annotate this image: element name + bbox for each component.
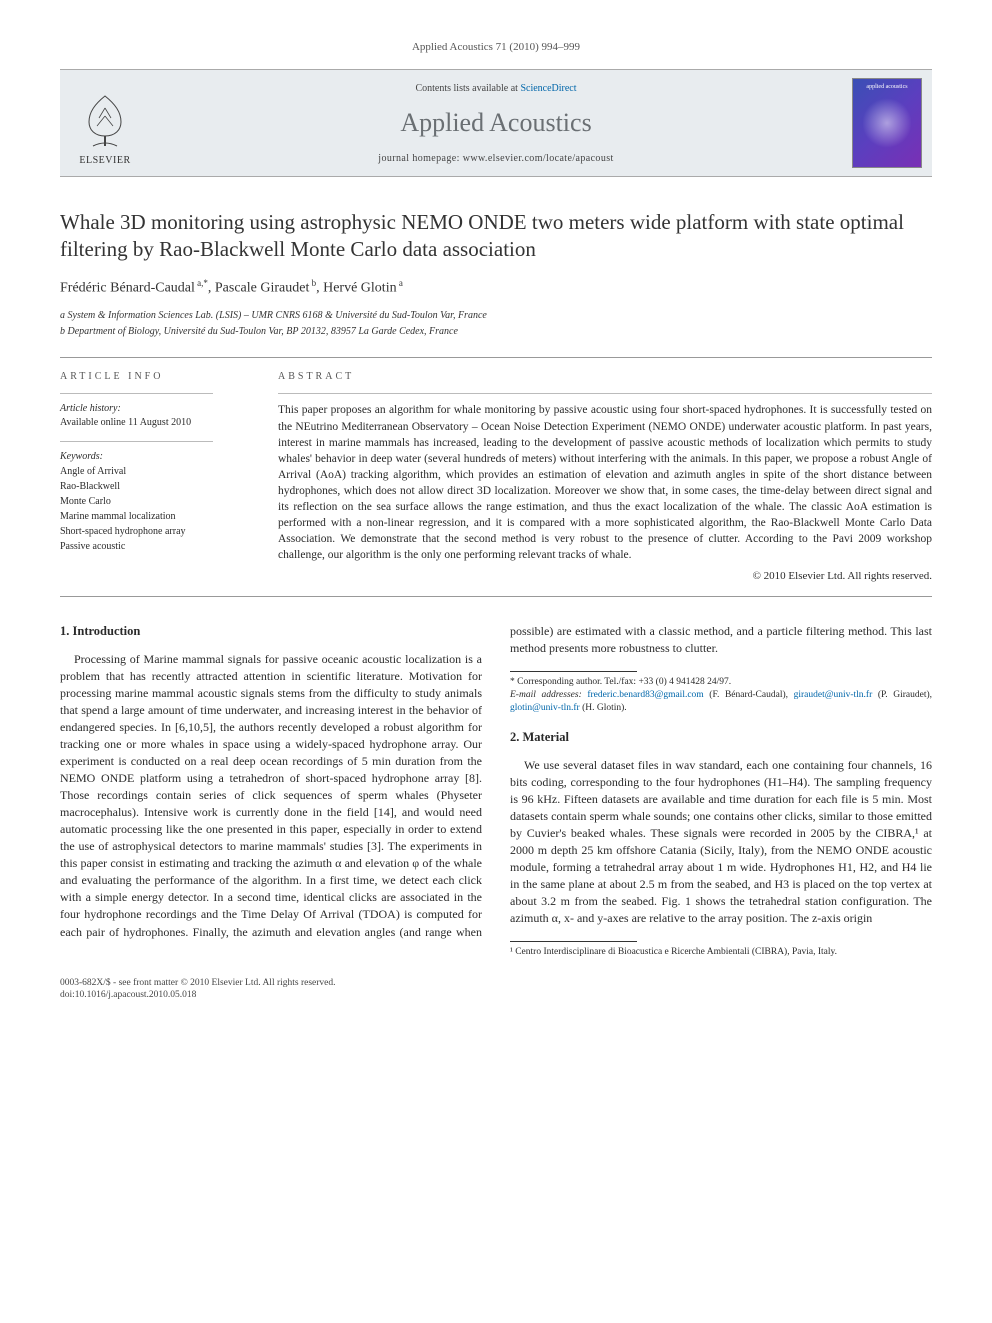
- homepage-url[interactable]: www.elsevier.com/locate/apacoust: [463, 153, 614, 164]
- footnote-rule: [510, 941, 637, 942]
- history-value: Available online 11 August 2010: [60, 416, 246, 430]
- divider: [278, 393, 932, 394]
- cover-thumb-label: applied acoustics: [853, 83, 921, 91]
- publisher-block: ELSEVIER: [60, 70, 150, 176]
- emails-label: E-mail addresses:: [510, 690, 582, 700]
- email-addresses: E-mail addresses: frederic.benard83@gmai…: [510, 689, 932, 715]
- email-who: (F. Bénard-Caudal),: [709, 690, 788, 700]
- article-body: 1. Introduction Processing of Marine mam…: [60, 623, 932, 958]
- publisher-label: ELSEVIER: [79, 154, 130, 168]
- contents-prefix: Contents lists available at: [415, 83, 520, 94]
- sciencedirect-link[interactable]: ScienceDirect: [520, 83, 576, 94]
- article-info-heading: ARTICLE INFO: [60, 370, 246, 384]
- divider: [60, 441, 213, 442]
- abstract-text: This paper proposes an algorithm for wha…: [278, 402, 932, 563]
- front-matter-line: 0003-682X/$ - see front matter © 2010 El…: [60, 977, 336, 990]
- keyword: Short-spaced hydrophone array: [60, 524, 246, 539]
- keywords-block: Keywords: Angle of Arrival Rao-Blackwell…: [60, 450, 246, 554]
- keywords-label: Keywords:: [60, 450, 246, 464]
- author-affil-sup: a: [397, 278, 403, 288]
- affiliations: a System & Information Sciences Lab. (LS…: [60, 309, 932, 339]
- article-title: Whale 3D monitoring using astrophysic NE…: [60, 209, 932, 264]
- footnotes-left: * Corresponding author. Tel./fax: +33 (0…: [510, 676, 932, 714]
- affiliation-line: b Department of Biology, Université du S…: [60, 325, 932, 339]
- keyword: Passive acoustic: [60, 539, 246, 554]
- elsevier-tree-icon: [75, 90, 135, 150]
- doi-line: doi:10.1016/j.apacoust.2010.05.018: [60, 989, 336, 1002]
- journal-banner: ELSEVIER Contents lists available at Sci…: [60, 69, 932, 177]
- footer-left: 0003-682X/$ - see front matter © 2010 El…: [60, 977, 336, 1003]
- abstract-copyright: © 2010 Elsevier Ltd. All rights reserved…: [278, 569, 932, 584]
- contents-lists-line: Contents lists available at ScienceDirec…: [150, 82, 842, 96]
- article-info-column: ARTICLE INFO Article history: Available …: [60, 358, 260, 596]
- divider: [60, 393, 213, 394]
- keyword: Monte Carlo: [60, 494, 246, 509]
- material-paragraph: We use several dataset files in wav stan…: [510, 757, 932, 927]
- info-abstract-row: ARTICLE INFO Article history: Available …: [60, 357, 932, 597]
- email-link[interactable]: giraudet@univ-tln.fr: [794, 690, 873, 700]
- author-list: Frédéric Bénard-Caudal a,*, Pascale Gira…: [60, 277, 932, 299]
- page-footer: 0003-682X/$ - see front matter © 2010 El…: [60, 977, 932, 1003]
- journal-homepage: journal homepage: www.elsevier.com/locat…: [150, 152, 842, 166]
- section-heading-intro: 1. Introduction: [60, 623, 482, 641]
- corresponding-author-note: * Corresponding author. Tel./fax: +33 (0…: [510, 676, 932, 689]
- email-link[interactable]: glotin@univ-tln.fr: [510, 703, 580, 713]
- footnotes-right: ¹ Centro Interdisciplinare di Bioacustic…: [510, 946, 932, 959]
- author-affil-sup: a,*: [195, 278, 208, 288]
- affiliation-line: a System & Information Sciences Lab. (LS…: [60, 309, 932, 323]
- homepage-prefix: journal homepage:: [378, 153, 462, 164]
- banner-center: Contents lists available at ScienceDirec…: [150, 70, 842, 176]
- journal-name: Applied Acoustics: [150, 105, 842, 140]
- abstract-heading: ABSTRACT: [278, 370, 932, 384]
- email-who: (P. Giraudet),: [878, 690, 932, 700]
- email-who: (H. Glotin).: [582, 703, 627, 713]
- footnote-cibra: ¹ Centro Interdisciplinare di Bioacustic…: [510, 946, 932, 959]
- keywords-list: Angle of Arrival Rao-Blackwell Monte Car…: [60, 464, 246, 554]
- running-header: Applied Acoustics 71 (2010) 994–999: [60, 40, 932, 55]
- email-link[interactable]: frederic.benard83@gmail.com: [587, 690, 703, 700]
- section-heading-material: 2. Material: [510, 729, 932, 747]
- journal-cover-thumbnail: applied acoustics: [852, 78, 922, 168]
- keyword: Rao-Blackwell: [60, 479, 246, 494]
- history-label: Article history:: [60, 402, 246, 416]
- author-affil-sup: b: [309, 278, 316, 288]
- footnote-rule: [510, 671, 637, 672]
- keyword: Angle of Arrival: [60, 464, 246, 479]
- cover-thumb-wrap: applied acoustics: [842, 70, 932, 176]
- article-history: Article history: Available online 11 Aug…: [60, 402, 246, 429]
- keyword: Marine mammal localization: [60, 509, 246, 524]
- abstract-column: ABSTRACT This paper proposes an algorith…: [260, 358, 932, 596]
